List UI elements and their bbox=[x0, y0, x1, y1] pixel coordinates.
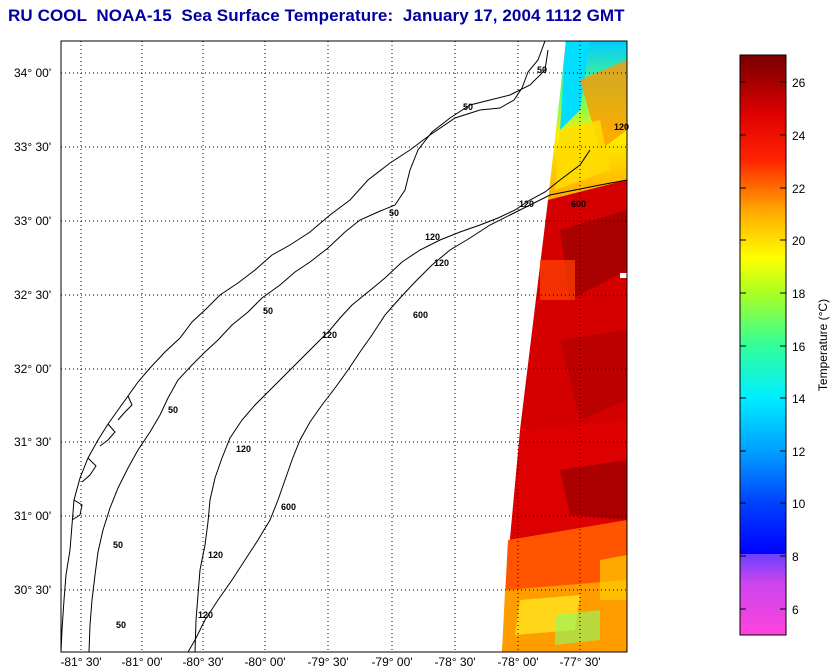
contour-label: 50 bbox=[168, 405, 178, 415]
contour-label: 50 bbox=[113, 540, 123, 550]
lon-label: -78° 30' bbox=[434, 655, 475, 669]
colorbar-tick-label: 16 bbox=[792, 340, 806, 354]
colorbar-scale bbox=[740, 55, 786, 635]
colorbar-tick-label: 14 bbox=[792, 392, 806, 406]
contour-label: 600 bbox=[571, 199, 586, 209]
contour-label: 50 bbox=[263, 306, 273, 316]
lon-label: -78° 00' bbox=[497, 655, 538, 669]
contour-label: 120 bbox=[236, 444, 251, 454]
lon-label: -81° 30' bbox=[60, 655, 101, 669]
map-title: RU COOL NOAA-15 Sea Surface Temperature:… bbox=[8, 6, 625, 25]
contour-label: 50 bbox=[389, 208, 399, 218]
contour-label: 120 bbox=[208, 550, 223, 560]
colorbar: 26 24 22 20 18 16 14 12 10 8 6 Temperatu… bbox=[739, 54, 830, 636]
lat-label: 30° 30' bbox=[14, 583, 51, 597]
contour-label: 120 bbox=[614, 122, 629, 132]
contour-label: 600 bbox=[281, 502, 296, 512]
longitude-labels: -81° 30' -81° 00' -80° 30' -80° 00' -79°… bbox=[60, 655, 600, 669]
lon-label: -79° 00' bbox=[371, 655, 412, 669]
lat-label: 33° 30' bbox=[14, 140, 51, 154]
contour-label: 120 bbox=[519, 199, 534, 209]
colorbar-tick-label: 22 bbox=[792, 182, 806, 196]
colorbar-tick-label: 24 bbox=[792, 129, 806, 143]
lat-label: 31° 30' bbox=[14, 435, 51, 449]
lat-label: 32° 30' bbox=[14, 288, 51, 302]
lat-label: 33° 00' bbox=[14, 214, 51, 228]
lat-label: 32° 00' bbox=[14, 362, 51, 376]
contour-labels: 50 50 50 50 50 50 50 120 120 120 120 120… bbox=[113, 65, 629, 630]
coastline bbox=[61, 41, 546, 652]
colorbar-tick-label: 18 bbox=[792, 287, 806, 301]
contour-label: 50 bbox=[463, 102, 473, 112]
sst-swath bbox=[502, 41, 627, 652]
lat-label: 34° 00' bbox=[14, 66, 51, 80]
colorbar-tick-label: 6 bbox=[792, 603, 799, 617]
contour-label: 120 bbox=[322, 330, 337, 340]
lon-label: -80° 00' bbox=[244, 655, 285, 669]
colorbar-tick-label: 8 bbox=[792, 550, 799, 564]
contour-label: 120 bbox=[425, 232, 440, 242]
colorbar-tick-label: 26 bbox=[792, 76, 806, 90]
colorbar-tick-label: 12 bbox=[792, 445, 806, 459]
contour-120 bbox=[194, 149, 591, 652]
lon-label: -79° 30' bbox=[307, 655, 348, 669]
contour-600 bbox=[187, 179, 627, 652]
lon-label: -81° 00' bbox=[121, 655, 162, 669]
contour-label: 600 bbox=[413, 310, 428, 320]
contour-label: 120 bbox=[434, 258, 449, 268]
colorbar-tick-label: 10 bbox=[792, 497, 806, 511]
contour-50 bbox=[88, 49, 549, 652]
contour-label: 50 bbox=[537, 65, 547, 75]
colorbar-label: Temperature (°C) bbox=[816, 299, 830, 391]
latitude-labels: 34° 00' 33° 30' 33° 00' 32° 30' 32° 00' … bbox=[14, 66, 51, 597]
colorbar-tick-label: 20 bbox=[792, 234, 806, 248]
contours bbox=[61, 41, 627, 652]
contour-label: 50 bbox=[116, 620, 126, 630]
lon-label: -77° 30' bbox=[559, 655, 600, 669]
contour-label: 120 bbox=[198, 610, 213, 620]
lat-label: 31° 00' bbox=[14, 509, 51, 523]
lon-label: -80° 30' bbox=[182, 655, 223, 669]
